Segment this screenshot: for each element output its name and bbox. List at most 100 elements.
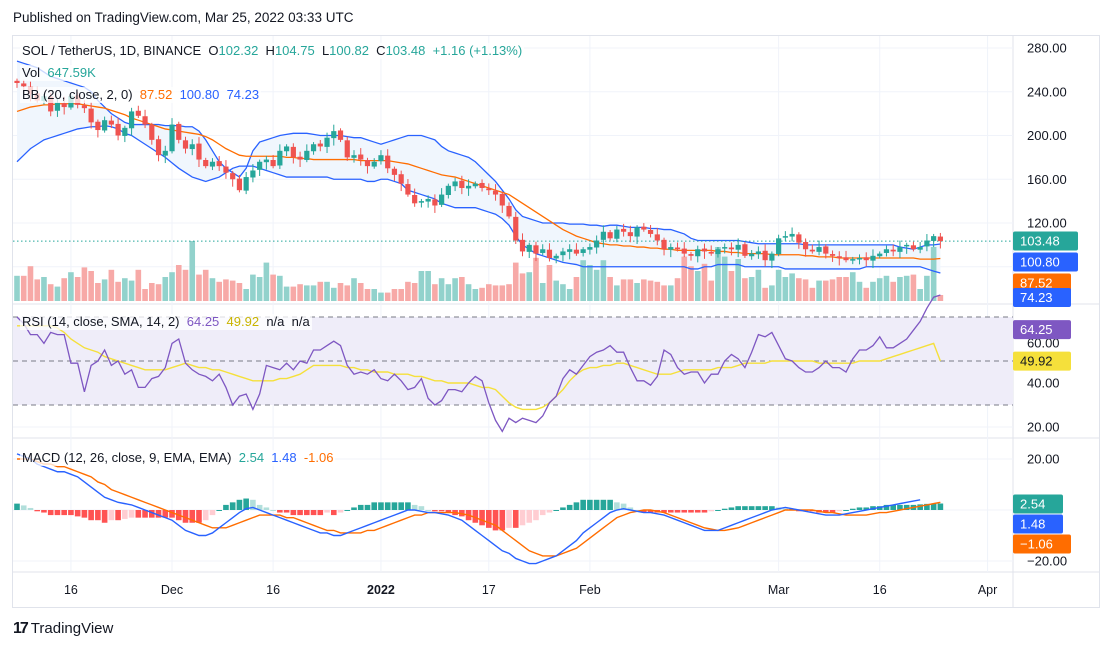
bb-lower-value: 74.23 [226,87,260,102]
candle-body [708,251,714,254]
candle [479,179,485,192]
macd-histogram-bar [162,510,169,518]
candle [243,172,249,195]
volume-bar [910,274,917,301]
candle-body [735,244,741,250]
macd-signal-badge: −1.06 [1013,534,1071,554]
volume-bar [553,280,559,301]
candle [95,119,101,138]
candle-body [782,236,788,238]
candle [647,224,654,238]
macd-histogram-bar [823,510,829,513]
candle-body [641,226,647,230]
volume-bar [654,281,661,301]
bb-legend[interactable]: BB (20, close, 2, 0) 87.52 100.80 74.23 [20,87,262,103]
bb-lower-badge-bg [1013,288,1071,307]
volume-bar [14,275,20,301]
candle [108,115,114,129]
volume-bar [243,289,249,301]
price-axis-tick: 280.00 [1027,41,1067,56]
volume-bar [344,285,351,301]
macd-histogram-bar [351,507,357,510]
candle [668,243,674,258]
volume-bar [155,284,162,301]
candle-body [263,159,269,163]
candle [722,243,728,254]
volume-bar [627,279,634,301]
volume-bar [667,285,674,301]
candle [465,179,472,196]
candle-body [142,116,148,125]
volume-bar [432,284,438,301]
candle-body [863,257,869,261]
symbol-label[interactable]: SOL / TetherUS, 1D, BINANCE [22,43,202,58]
candle [452,177,458,192]
candle-body [897,247,903,252]
macd-histogram-bar [647,510,654,513]
candle-body [203,160,209,167]
chart-frame [12,35,1100,608]
volume-bar [735,259,741,301]
candle-body [546,249,553,258]
candle [816,240,822,256]
volume-bar [593,269,600,301]
macd-histogram-bar [546,510,553,513]
volume-bar [391,289,398,301]
macd-legend[interactable]: MACD (12, 26, close, 9, EMA, EMA) 2.54 1… [20,450,336,466]
macd-histogram-bar [101,510,108,523]
macd-histogram-bar [68,510,74,516]
volume-bar [101,279,108,301]
macd-histogram-bar [378,502,384,510]
candle [580,247,586,257]
candle-body [102,120,108,131]
volume-bar [526,272,533,301]
volume-bar [371,289,378,301]
rsi-na-1: n/a [266,314,285,329]
volume-bar [823,280,829,301]
candle-body [870,255,876,261]
macd-histogram-bar [856,507,863,510]
tradingview-brand[interactable]: 17 TradingView [13,620,113,638]
candle-body [594,240,600,248]
volume-label: Vol [22,65,41,80]
volume-bar [54,286,61,301]
rsi-legend[interactable]: RSI (14, close, SMA, 14, 2) 64.25 49.92 … [20,314,312,330]
candle-body [405,184,411,195]
candle-body [789,233,795,237]
macd-histogram-bar [263,507,270,510]
candle [937,232,943,249]
candle [196,137,202,167]
candle [587,243,593,255]
volume-bar [607,277,613,301]
candle [216,156,222,171]
macd-histogram-bar [614,502,620,510]
candle-body [61,103,67,108]
macd-histogram-bar [74,510,81,517]
volume-bar [829,279,836,301]
candle-body [850,259,856,261]
candle [715,247,721,258]
volume-bar [418,271,425,301]
volume-bar [816,280,822,301]
candle [796,232,802,249]
volume-bar [425,271,431,301]
macd-histogram-bar [135,510,142,518]
volume-bar [930,247,937,301]
time-axis-tick: 17 [482,583,496,597]
candle-body [21,83,27,87]
macd-histogram-bar [627,507,634,510]
candle [297,151,303,167]
macd-histogram-bar [122,510,128,519]
candle-body [284,146,290,152]
open-label: O [208,43,219,58]
low-label: L [321,43,330,58]
candle-body [519,239,526,252]
macd-histogram-bar [223,504,229,510]
volume-legend[interactable]: Vol 647.59K [20,65,98,81]
time-axis-tick: Feb [579,583,601,597]
candle-body [573,249,580,254]
candle [331,124,337,146]
candle-body [513,216,519,241]
